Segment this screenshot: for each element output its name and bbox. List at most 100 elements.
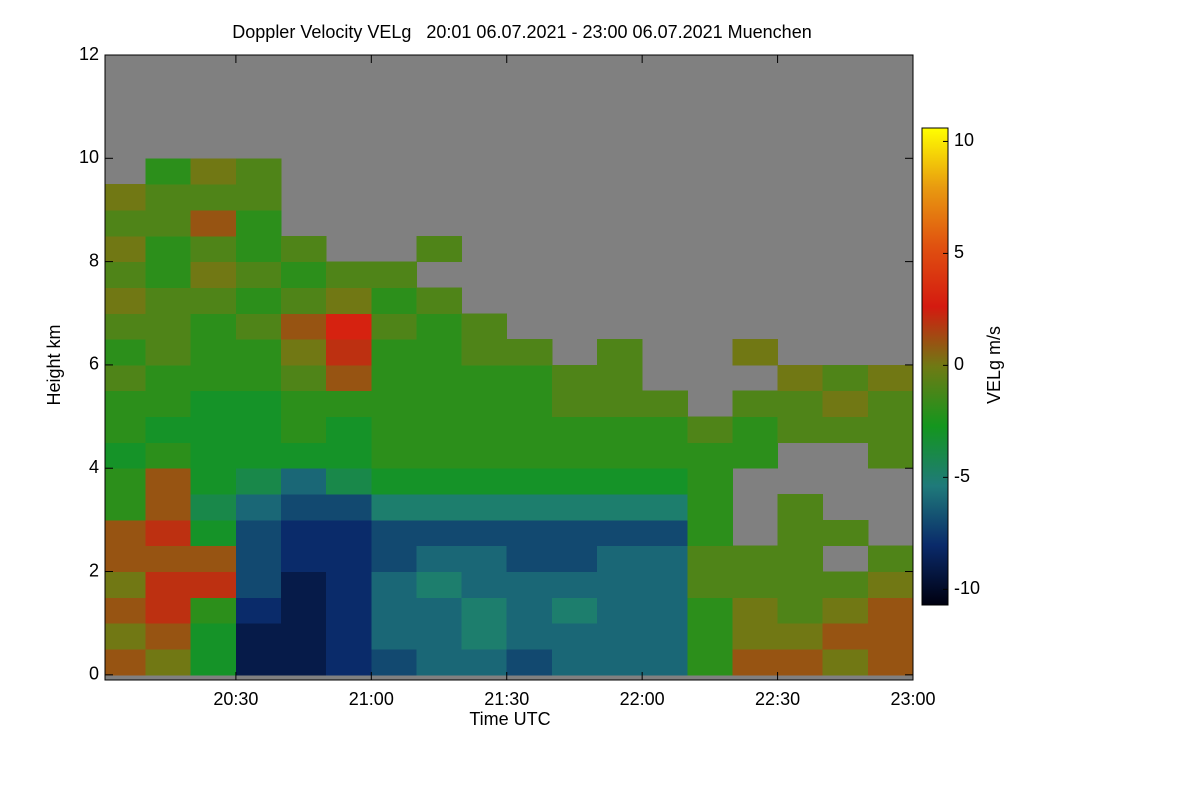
heatmap-cell: [551, 623, 598, 650]
heatmap-cell: [190, 468, 237, 495]
heatmap-cell: [642, 494, 688, 521]
heatmap-cell: [506, 416, 553, 443]
heatmap-cell: [687, 494, 733, 521]
heatmap-cell: [551, 416, 598, 443]
heatmap-cell: [506, 339, 553, 366]
heatmap-cell: [551, 494, 598, 521]
heatmap-cell: [105, 571, 147, 598]
heatmap-cell: [551, 649, 598, 676]
heatmap-cell: [235, 184, 282, 211]
heatmap-cell: [371, 261, 417, 288]
heatmap-cell: [145, 364, 192, 392]
heatmap-cell: [105, 364, 147, 392]
heatmap-cell: [551, 519, 598, 547]
heatmap-cell: [867, 623, 914, 650]
y-axis-label: Height km: [44, 324, 64, 405]
heatmap-cell: [105, 442, 147, 469]
heatmap-cell: [732, 649, 779, 676]
heatmap-cell: [281, 623, 327, 650]
heatmap-cell: [371, 623, 417, 650]
heatmap-cell: [642, 468, 688, 495]
heatmap-cell: [642, 442, 688, 469]
heatmap-cell: [416, 519, 463, 547]
heatmap-cell: [371, 339, 417, 366]
heatmap-cell: [551, 442, 598, 469]
heatmap-cell: [105, 519, 147, 547]
heatmap-cell: [190, 649, 237, 676]
heatmap-cell: [416, 416, 463, 443]
heatmap-cell: [145, 571, 192, 598]
heatmap-cell: [597, 442, 643, 469]
heatmap-cell: [642, 390, 688, 418]
heatmap-cell: [145, 158, 192, 185]
heatmap-cell: [145, 390, 192, 418]
heatmap-cell: [190, 494, 237, 521]
heatmap-cell: [326, 364, 372, 392]
heatmap-cell: [732, 442, 779, 469]
heatmap-cell: [235, 390, 282, 418]
x-tick-label: 22:30: [755, 689, 800, 709]
heatmap-cell: [551, 364, 598, 392]
colorbar-tick-label: 0: [954, 354, 964, 374]
heatmap-cell: [597, 364, 643, 392]
heatmap-cell: [506, 571, 553, 598]
heatmap-cell: [551, 597, 598, 624]
heatmap-cell: [190, 364, 237, 392]
heatmap-cell: [551, 571, 598, 598]
heatmap-cell: [551, 468, 598, 495]
heatmap-cell: [235, 313, 282, 340]
heatmap-cell: [145, 235, 192, 263]
heatmap-cell: [371, 468, 417, 495]
heatmap-cell: [145, 519, 192, 547]
heatmap: [105, 55, 914, 680]
heatmap-cell: [235, 623, 282, 650]
heatmap-cell: [732, 545, 779, 573]
heatmap-cell: [506, 597, 553, 624]
heatmap-cell: [732, 390, 779, 418]
heatmap-cell: [777, 545, 824, 573]
heatmap-cell: [190, 390, 237, 418]
heatmap-cell: [281, 597, 327, 624]
heatmap-cell: [597, 597, 643, 624]
heatmap-cell: [326, 390, 372, 418]
heatmap-cell: [461, 390, 508, 418]
heatmap-cell: [235, 339, 282, 366]
heatmap-cell: [371, 442, 417, 469]
heatmap-cell: [145, 649, 192, 676]
heatmap-cell: [235, 571, 282, 598]
x-tick-label: 20:30: [213, 689, 258, 709]
heatmap-cell: [597, 571, 643, 598]
heatmap-cell: [642, 649, 688, 676]
heatmap-cell: [506, 390, 553, 418]
heatmap-cell: [461, 313, 508, 340]
heatmap-cell: [867, 545, 914, 573]
chart-title: Doppler Velocity VELg 20:01 06.07.2021 -…: [232, 22, 811, 42]
heatmap-cell: [416, 494, 463, 521]
heatmap-cell: [867, 649, 914, 676]
heatmap-cell: [416, 390, 463, 418]
heatmap-cell: [145, 416, 192, 443]
heatmap-cell: [642, 571, 688, 598]
heatmap-cell: [777, 494, 824, 521]
heatmap-cell: [371, 519, 417, 547]
heatmap-cell: [235, 235, 282, 263]
colorbar-label: VELg m/s: [984, 326, 1004, 404]
heatmap-cell: [867, 597, 914, 624]
heatmap-cell: [145, 494, 192, 521]
heatmap-cell: [732, 623, 779, 650]
heatmap-cell: [190, 597, 237, 624]
heatmap-cell: [506, 468, 553, 495]
heatmap-cell: [416, 339, 463, 366]
heatmap-cell: [416, 442, 463, 469]
heatmap-cell: [506, 442, 553, 469]
heatmap-cell: [145, 261, 192, 288]
heatmap-cell: [235, 364, 282, 392]
heatmap-cell: [777, 623, 824, 650]
heatmap-cell: [416, 287, 463, 314]
heatmap-cell: [281, 364, 327, 392]
heatmap-cell: [642, 597, 688, 624]
heatmap-cell: [822, 649, 869, 676]
heatmap-cell: [416, 364, 463, 392]
heatmap-cell: [235, 519, 282, 547]
